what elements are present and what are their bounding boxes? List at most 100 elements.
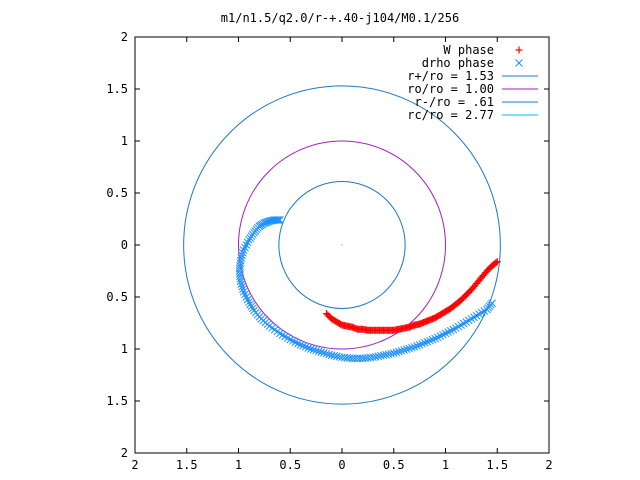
x-tick-label: 0.5 (279, 458, 301, 472)
data-point (304, 344, 313, 352)
data-point (238, 282, 246, 291)
y-tick-label: 0.5 (106, 186, 128, 200)
legend-label: ro/ro = 1.00 (407, 82, 494, 96)
data-point (239, 285, 247, 294)
data-point (418, 339, 427, 348)
data-point (413, 342, 421, 350)
data-point (317, 348, 326, 356)
y-tick-label: 1 (121, 342, 128, 356)
data-point (387, 349, 396, 358)
data-point (242, 293, 251, 301)
x-tick-label: 1.5 (486, 458, 508, 472)
data-point (314, 347, 323, 356)
x-tick-label: 1 (235, 458, 242, 472)
y-tick-label: 0 (121, 238, 128, 252)
data-point (389, 349, 398, 358)
reference-circles (183, 85, 501, 405)
data-point (446, 326, 455, 335)
legend-swatch (515, 46, 523, 54)
data-point (400, 346, 408, 354)
x-tick-label: 1.5 (176, 458, 198, 472)
chart-title: m1/n1.5/q2.0/r-+.40-j104/M0.1/256 (221, 11, 459, 25)
legend-label: rc/ro = 2.77 (407, 108, 494, 122)
data-point (244, 235, 253, 244)
y-tick-label: 1.5 (106, 394, 128, 408)
data-point (408, 343, 416, 352)
data-point (243, 238, 252, 247)
drho-phase-series (235, 216, 496, 363)
data-point (488, 299, 496, 308)
data-point (241, 290, 249, 299)
w-phase-series (322, 258, 501, 334)
data-point (397, 346, 406, 355)
y-tick-label: 0.5 (106, 290, 128, 304)
data-point (320, 349, 328, 357)
data-point (237, 280, 246, 288)
data-point (247, 302, 256, 311)
data-series (235, 216, 501, 363)
data-point (312, 346, 320, 355)
data-point (291, 338, 300, 347)
data-point (244, 298, 253, 307)
data-point (238, 251, 246, 260)
data-point (307, 345, 315, 353)
x-tick-label: 0 (338, 458, 345, 472)
circle-r (278, 181, 406, 309)
x-tick-label: 0.5 (383, 458, 405, 472)
data-point (325, 350, 333, 359)
data-point (415, 340, 424, 349)
data-point (288, 337, 297, 345)
legend-label: r+/ro = 1.53 (407, 69, 494, 83)
data-point (410, 343, 419, 351)
data-point (243, 295, 252, 304)
data-point (392, 348, 401, 357)
data-point (301, 343, 310, 351)
y-tick-label: 2 (121, 446, 128, 460)
data-point (492, 259, 500, 267)
data-point (309, 345, 318, 354)
data-point (493, 258, 501, 266)
data-point (405, 344, 414, 353)
data-point (246, 300, 254, 309)
data-point (420, 338, 429, 347)
y-tick-label: 2 (121, 30, 128, 44)
data-point (402, 345, 411, 354)
data-point (241, 243, 249, 252)
data-point (449, 325, 458, 334)
y-tick-label: 1 (121, 134, 128, 148)
data-point (296, 340, 305, 349)
data-point (239, 248, 247, 257)
data-point (431, 334, 440, 343)
data-point (236, 277, 245, 286)
data-point (239, 287, 248, 296)
data-point (436, 332, 445, 340)
data-point (263, 218, 271, 226)
data-point (239, 246, 248, 255)
x-tick-label: 1 (442, 458, 449, 472)
y-tick-label: 1.5 (106, 82, 128, 96)
origin-dot (341, 244, 343, 246)
data-point (439, 330, 447, 339)
circle-ro (238, 140, 446, 350)
data-point (265, 217, 274, 225)
x-tick-label: 2 (131, 458, 138, 472)
data-point (242, 241, 251, 249)
legend-label: W phase (443, 43, 494, 57)
data-point (264, 217, 273, 226)
data-point (433, 333, 442, 342)
data-point (294, 339, 302, 348)
data-point (423, 337, 432, 346)
data-point (426, 336, 434, 345)
circle-r (183, 85, 501, 405)
data-point (428, 335, 437, 344)
data-point (322, 349, 331, 358)
data-point (444, 328, 452, 336)
legend-swatch (515, 59, 523, 67)
x-tick-label: 2 (545, 458, 552, 472)
legend-label: drho phase (422, 56, 494, 70)
data-point (441, 329, 450, 338)
legend-label: r-/ro = .61 (415, 95, 494, 109)
data-point (286, 335, 295, 344)
